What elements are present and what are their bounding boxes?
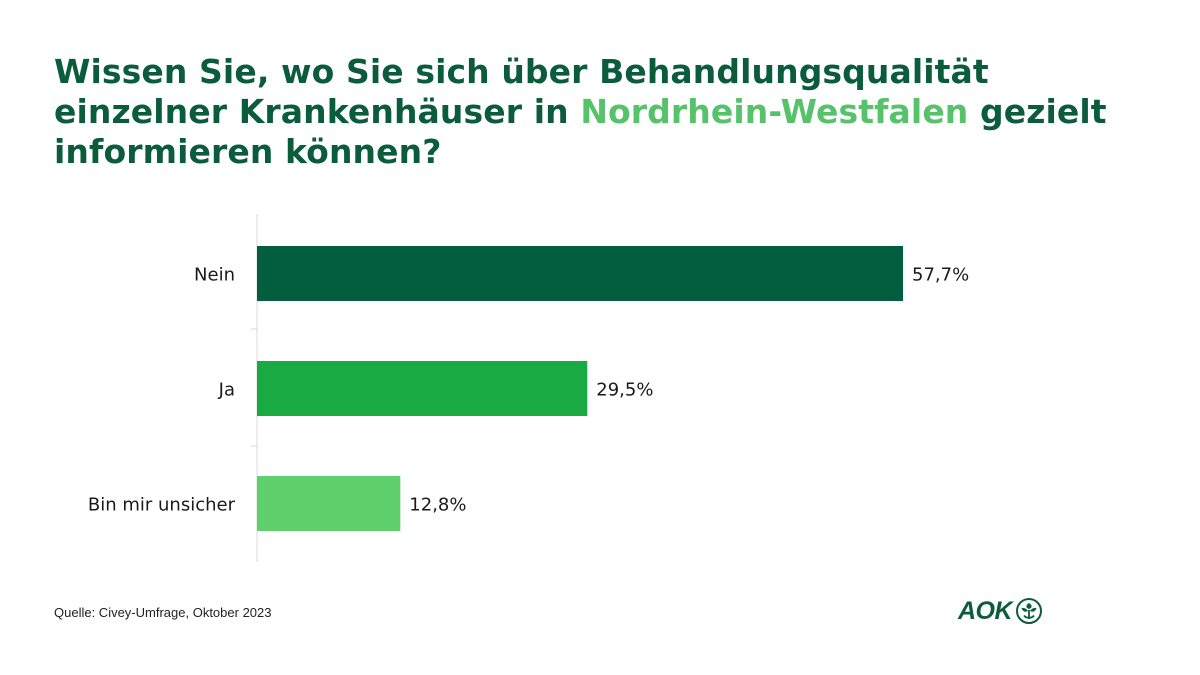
- value-label-3: 12,8%: [409, 495, 466, 516]
- bar-3: [257, 476, 401, 531]
- aok-logo: AOK: [958, 596, 1043, 626]
- value-label-2: 29,5%: [596, 380, 653, 401]
- bar-1: [257, 246, 903, 301]
- category-label-2: Ja: [218, 380, 235, 401]
- category-label-1: Nein: [194, 265, 235, 286]
- value-label-1: 57,7%: [912, 265, 969, 286]
- source-note: Quelle: Civey-Umfrage, Oktober 2023: [54, 605, 272, 620]
- logo-text: AOK: [958, 596, 1013, 625]
- category-label-3: Bin mir unsicher: [88, 495, 236, 516]
- aok-tree-icon: [1016, 598, 1043, 624]
- chart-title: Wissen Sie, wo Sie sich über Behandlungs…: [54, 52, 1154, 172]
- title-text-after: gezielt informieren können?: [54, 92, 1107, 171]
- title-highlight: Nordrhein-Westfalen: [580, 92, 969, 131]
- title-text-before: Wissen Sie, wo Sie sich über Behandlungs…: [54, 52, 989, 131]
- bar-2: [257, 361, 588, 416]
